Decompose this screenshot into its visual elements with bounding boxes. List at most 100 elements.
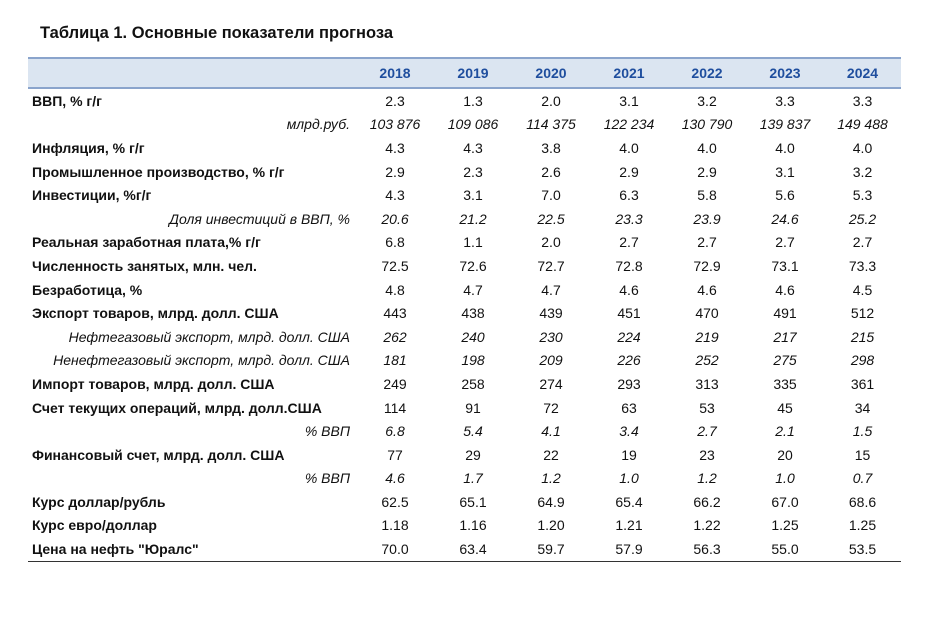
value-cell: 5.8	[697, 187, 717, 204]
value-cell: 72.5	[381, 257, 409, 274]
value-cell: 4.1	[541, 423, 561, 440]
value-cell: 130 790	[681, 116, 733, 133]
value-cell: 56.3	[668, 537, 746, 562]
table-row: Нефтегазовый экспорт, млрд. долл. США 262…	[28, 325, 901, 349]
value-cell: 3.2	[852, 163, 873, 180]
value-cell: 22	[543, 446, 559, 463]
value-cell: 149 488	[837, 116, 888, 133]
table-row: Экспорт товаров, млрд. долл. США 443 438 43…	[28, 301, 901, 325]
value-cell: 209	[539, 352, 563, 369]
value-cell: 2.9	[385, 163, 405, 180]
value-cell: 67.0	[771, 493, 799, 510]
value-cell: 57.9	[590, 537, 668, 562]
row-label: Доля инвестиций в ВВП, %	[169, 210, 350, 227]
value-cell: 1.21	[615, 517, 643, 534]
value-cell: 114	[383, 399, 407, 416]
value-cell: 2.7	[775, 234, 795, 251]
value-cell: 2.3	[385, 92, 405, 109]
value-cell: 64.9	[537, 493, 565, 510]
value-cell: 4.0	[619, 139, 639, 156]
year-header: 2024	[824, 57, 901, 89]
value-cell: 226	[617, 352, 641, 369]
value-cell: 4.0	[697, 139, 717, 156]
value-cell: 2.0	[541, 92, 561, 109]
value-cell: 3.2	[697, 92, 717, 109]
value-cell: 59.7	[512, 537, 590, 562]
value-cell: 7.0	[541, 187, 561, 204]
table-title: Таблица 1. Основные показатели прогноза	[40, 24, 394, 42]
value-cell: 1.2	[697, 470, 717, 487]
header-label-cell	[28, 57, 356, 89]
value-cell: 53	[699, 399, 715, 416]
value-cell: 3.3	[775, 92, 795, 109]
value-cell: 293	[617, 375, 641, 392]
value-cell: 109 086	[447, 116, 499, 133]
value-cell: 252	[695, 352, 719, 369]
value-cell: 19	[621, 446, 637, 463]
year-header: 2022	[668, 57, 746, 89]
year-header: 2020	[512, 57, 590, 89]
value-cell: 5.3	[852, 187, 873, 204]
value-cell: 198	[461, 352, 485, 369]
row-label: Инвестиции, %г/г	[32, 187, 152, 204]
table-row: млрд.руб. 103 876 109 086 114 375 122 234 130…	[28, 113, 901, 137]
value-cell: 114 375	[526, 116, 576, 133]
value-cell: 215	[850, 328, 875, 345]
value-cell: 72	[543, 399, 559, 416]
value-cell: 65.1	[459, 493, 487, 510]
row-label: Ненефтегазовый экспорт, млрд. долл. США	[53, 352, 350, 369]
table-row: % ВВП 6.8 5.4 4.1 3.4 2.7 2.1 1.5	[28, 419, 901, 443]
value-cell: 103 876	[369, 116, 421, 133]
row-label: Инфляция, % г/г	[32, 139, 145, 156]
value-cell: 361	[850, 375, 875, 392]
value-cell: 451	[617, 305, 641, 322]
value-cell: 53.5	[824, 537, 901, 562]
table-row: Курс евро/доллар 1.18 1.16 1.20 1.21 1.22 1.25…	[28, 514, 901, 538]
value-cell: 23.3	[615, 210, 643, 227]
value-cell: 249	[383, 375, 407, 392]
year-header: 2019	[434, 57, 512, 89]
value-cell: 22.5	[537, 210, 565, 227]
value-cell: 1.0	[619, 470, 639, 487]
value-cell: 224	[617, 328, 641, 345]
value-cell: 15	[854, 446, 871, 463]
value-cell: 335	[773, 375, 797, 392]
value-cell: 1.25	[771, 517, 799, 534]
row-label: Курс евро/доллар	[32, 517, 157, 534]
value-cell: 5.4	[463, 423, 483, 440]
table-row: Цена на нефть "Юралс" 70.0 63.4 59.7 57.9 56.…	[28, 537, 901, 562]
value-cell: 275	[773, 352, 797, 369]
value-cell: 4.6	[775, 281, 795, 298]
value-cell: 139 837	[759, 116, 811, 133]
table-row: Ненефтегазовый экспорт, млрд. долл. США 1…	[28, 349, 901, 373]
value-cell: 1.16	[459, 517, 487, 534]
row-label: Курс доллар/рубль	[32, 493, 166, 510]
year-header: 2023	[746, 57, 824, 89]
value-cell: 4.3	[385, 139, 405, 156]
value-cell: 20.6	[381, 210, 409, 227]
value-cell: 3.1	[775, 163, 795, 180]
table-row: Инфляция, % г/г 4.3 4.3 3.8 4.0 4.0 4.0 4.0	[28, 136, 901, 160]
value-cell: 73.1	[771, 257, 799, 274]
table-row: Промышленное производство, % г/г 2.9 2.3 2.…	[28, 160, 901, 184]
value-cell: 2.7	[852, 234, 873, 251]
value-cell: 72.7	[537, 257, 565, 274]
value-cell: 274	[539, 375, 563, 392]
row-label: Промышленное производство, % г/г	[32, 163, 285, 180]
value-cell: 6.8	[385, 423, 405, 440]
value-cell: 2.0	[541, 234, 561, 251]
value-cell: 65.4	[615, 493, 643, 510]
value-cell: 24.6	[771, 210, 799, 227]
value-cell: 5.6	[775, 187, 795, 204]
value-cell: 23	[699, 446, 715, 463]
value-cell: 1.20	[537, 517, 565, 534]
value-cell: 2.7	[697, 423, 717, 440]
value-cell: 70.0	[356, 537, 434, 562]
value-cell: 122 234	[603, 116, 655, 133]
value-cell: 2.6	[541, 163, 561, 180]
value-cell: 2.7	[697, 234, 717, 251]
value-cell: 491	[773, 305, 797, 322]
value-cell: 3.3	[852, 92, 873, 109]
value-cell: 1.0	[775, 470, 795, 487]
value-cell: 2.9	[619, 163, 639, 180]
